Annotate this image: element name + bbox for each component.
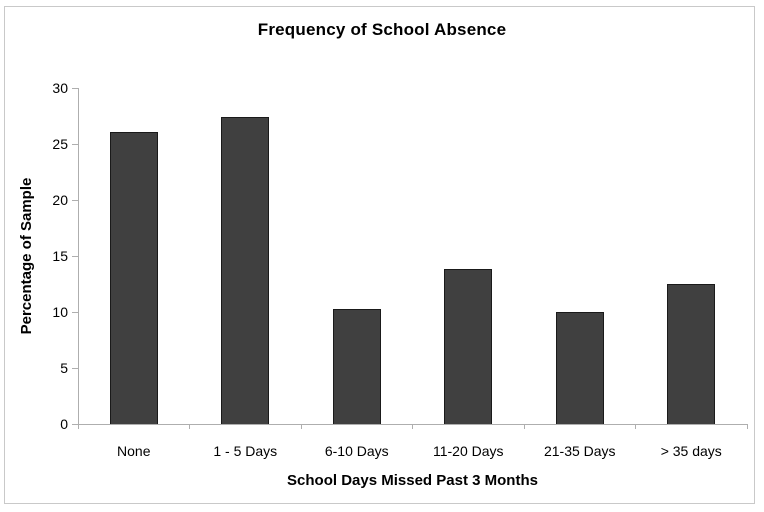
y-axis-tick — [72, 199, 78, 201]
x-axis-category-label: None — [117, 443, 151, 459]
x-axis-title: School Days Missed Past 3 Months — [287, 472, 538, 489]
y-axis-tick — [72, 87, 78, 89]
y-axis-tick-label: 25 — [52, 136, 68, 152]
bar-21-35-days — [555, 312, 604, 424]
x-axis-category-label: > 35 days — [660, 443, 722, 459]
y-axis-tick-label: 15 — [52, 248, 68, 264]
y-axis-tick-label: 30 — [52, 80, 68, 96]
y-axis-tick — [72, 367, 78, 369]
y-axis-tick — [72, 255, 78, 257]
x-axis-category-label: 6-10 Days — [324, 443, 389, 459]
x-axis-category-label: 1 - 5 Days — [213, 443, 278, 459]
x-axis-tick — [189, 424, 190, 429]
bar-6-10-days — [332, 308, 381, 424]
x-axis-tick — [77, 424, 79, 429]
x-axis-tick — [635, 424, 636, 429]
y-axis-tick-label: 5 — [60, 360, 68, 376]
x-axis-tick — [300, 424, 302, 429]
bar-11-20-days — [444, 269, 493, 424]
y-axis-tick-label: 20 — [52, 192, 68, 208]
x-axis-category-label: 21-35 Days — [543, 443, 616, 459]
bar-35-days — [667, 284, 716, 424]
y-axis-tick-label: 10 — [52, 304, 68, 320]
plot-area — [78, 88, 747, 424]
y-axis-tick — [72, 311, 78, 313]
chart-title: Frequency of School Absence — [257, 20, 507, 39]
y-axis-tick-label: 0 — [60, 416, 68, 432]
x-axis-tick — [523, 424, 525, 429]
x-axis-category-label: 11-20 Days — [432, 443, 504, 459]
y-axis-tick — [72, 423, 78, 425]
x-axis-tick — [412, 424, 413, 429]
bar-1-5-days — [221, 117, 270, 424]
bar-none — [109, 131, 158, 424]
y-axis-tick — [72, 143, 78, 145]
y-axis-line — [78, 88, 79, 425]
x-axis-tick — [746, 424, 748, 429]
